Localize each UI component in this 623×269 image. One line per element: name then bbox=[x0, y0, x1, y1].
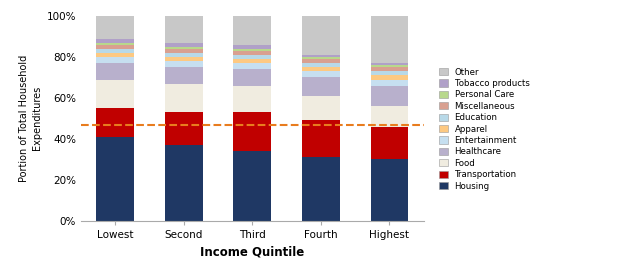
Bar bbox=[234, 151, 271, 221]
Bar bbox=[302, 63, 340, 67]
Bar bbox=[234, 63, 271, 69]
Bar bbox=[97, 57, 134, 63]
Bar bbox=[165, 61, 202, 67]
Bar bbox=[302, 59, 340, 63]
Bar bbox=[302, 55, 340, 57]
Bar bbox=[371, 86, 408, 106]
Bar bbox=[302, 96, 340, 121]
Bar bbox=[371, 75, 408, 80]
Bar bbox=[302, 57, 340, 59]
X-axis label: Income Quintile: Income Quintile bbox=[200, 245, 305, 258]
Bar bbox=[371, 65, 408, 67]
Bar bbox=[302, 157, 340, 221]
Bar bbox=[97, 45, 134, 49]
Bar bbox=[371, 106, 408, 126]
Bar bbox=[234, 69, 271, 86]
Bar bbox=[302, 77, 340, 96]
Bar bbox=[371, 16, 408, 63]
Bar bbox=[97, 108, 134, 137]
Bar bbox=[371, 80, 408, 86]
Bar bbox=[234, 49, 271, 51]
Bar bbox=[165, 53, 202, 57]
Bar bbox=[165, 112, 202, 145]
Bar bbox=[165, 43, 202, 47]
Bar bbox=[234, 86, 271, 112]
Bar bbox=[371, 126, 408, 159]
Bar bbox=[371, 71, 408, 75]
Bar bbox=[165, 57, 202, 61]
Bar bbox=[165, 16, 202, 43]
Bar bbox=[234, 16, 271, 45]
Bar bbox=[302, 16, 340, 55]
Bar bbox=[234, 45, 271, 49]
Bar bbox=[97, 43, 134, 45]
Bar bbox=[97, 80, 134, 108]
Legend: Other, Tobacco products, Personal Care, Miscellaneous, Education, Apparel, Enter: Other, Tobacco products, Personal Care, … bbox=[437, 66, 531, 192]
Bar bbox=[97, 39, 134, 43]
Bar bbox=[234, 51, 271, 55]
Y-axis label: Portion of Total Household
Expenditures: Portion of Total Household Expenditures bbox=[19, 55, 42, 182]
Bar bbox=[371, 67, 408, 71]
Bar bbox=[165, 47, 202, 49]
Bar bbox=[97, 63, 134, 80]
Bar bbox=[97, 53, 134, 57]
Bar bbox=[234, 59, 271, 63]
Bar bbox=[165, 49, 202, 53]
Bar bbox=[234, 55, 271, 59]
Bar bbox=[234, 112, 271, 151]
Bar bbox=[97, 137, 134, 221]
Bar bbox=[165, 84, 202, 112]
Bar bbox=[371, 63, 408, 65]
Bar bbox=[302, 71, 340, 77]
Bar bbox=[371, 159, 408, 221]
Bar bbox=[165, 67, 202, 84]
Bar bbox=[302, 67, 340, 71]
Bar bbox=[97, 49, 134, 53]
Bar bbox=[97, 16, 134, 39]
Bar bbox=[165, 145, 202, 221]
Bar bbox=[302, 121, 340, 157]
